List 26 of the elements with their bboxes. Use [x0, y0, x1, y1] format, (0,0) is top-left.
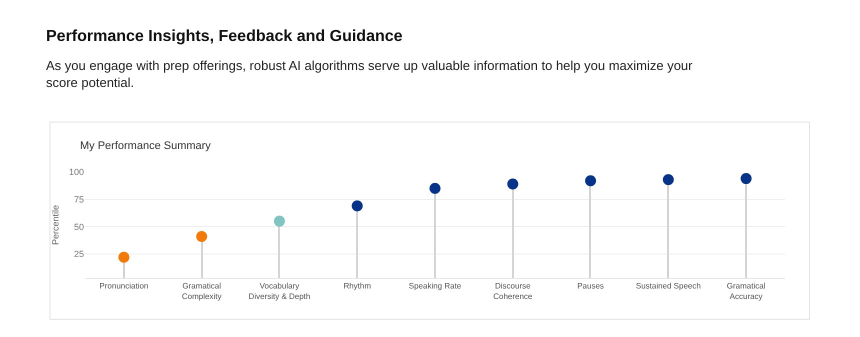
point	[585, 175, 596, 186]
y-tick-label: 25	[74, 249, 84, 260]
x-tick-label: Gramatical Accuracy	[726, 282, 766, 301]
point	[196, 230, 208, 242]
x-tick-label: Sustained Speech	[636, 282, 701, 291]
chart-subtitle: As you engage with prep offerings, robust AI algorithms serve up valuable information to help you maximize your score potential.	[46, 58, 694, 90]
point	[430, 182, 440, 194]
point	[507, 178, 518, 190]
x-tick-label: Vocabulary Diversity & Depth	[248, 282, 310, 301]
x-tick-label: Discourse Coherence	[493, 282, 533, 301]
point	[274, 216, 285, 227]
y-tick-label: 100	[68, 167, 84, 178]
point	[352, 200, 363, 212]
x-tick-label: Rhythm	[343, 282, 372, 291]
x-tick-label: Pronunciation	[99, 282, 148, 291]
text: My Performance Summary	[80, 140, 212, 152]
x-tick-label: Gramatical Complexity	[182, 282, 222, 301]
x-tick-label: Pauses	[577, 282, 604, 291]
x-tick-label: Speaking Rate	[408, 282, 462, 291]
point	[740, 173, 752, 184]
y-tick-label: 75	[74, 194, 84, 204]
chart-title: Performance Insights, Feedback and Guidance	[46, 28, 403, 45]
y-axis-title: Percentile	[50, 204, 60, 246]
point	[662, 174, 674, 186]
point	[118, 252, 130, 263]
y-tick-label: 50	[74, 222, 84, 232]
